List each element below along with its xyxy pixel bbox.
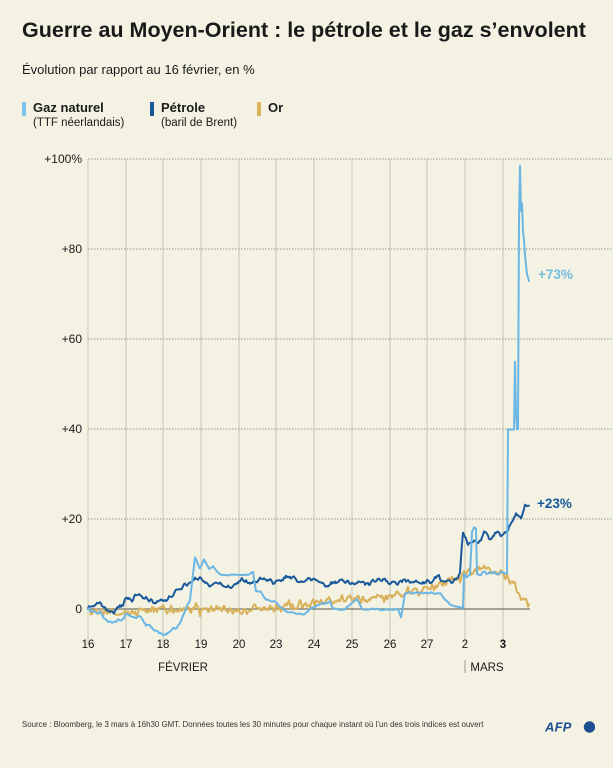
- svg-text:FÉVRIER: FÉVRIER: [158, 661, 208, 674]
- svg-text:MARS: MARS: [470, 662, 504, 674]
- svg-text:AFP: AFP: [545, 720, 572, 735]
- svg-text:19: 19: [195, 639, 208, 651]
- svg-text:+80: +80: [62, 242, 83, 256]
- svg-text:17: 17: [120, 639, 133, 651]
- svg-text:+60: +60: [62, 332, 83, 346]
- svg-text:24: 24: [308, 639, 321, 651]
- svg-text:23: 23: [270, 639, 283, 651]
- svg-text:16: 16: [82, 639, 95, 651]
- svg-text:25: 25: [346, 639, 359, 651]
- svg-text:+100%: +100%: [44, 152, 82, 166]
- svg-text:20: 20: [233, 639, 246, 651]
- svg-text:3: 3: [500, 639, 506, 651]
- svg-text:0: 0: [75, 602, 82, 616]
- svg-text:+20: +20: [62, 512, 83, 526]
- svg-text:27: 27: [421, 639, 434, 651]
- svg-text:18: 18: [157, 639, 170, 651]
- svg-text:+40: +40: [62, 422, 83, 436]
- svg-text:2: 2: [462, 639, 468, 651]
- svg-text:+23%: +23%: [537, 496, 572, 511]
- svg-text:+73%: +73%: [538, 267, 573, 282]
- svg-text:26: 26: [384, 639, 397, 651]
